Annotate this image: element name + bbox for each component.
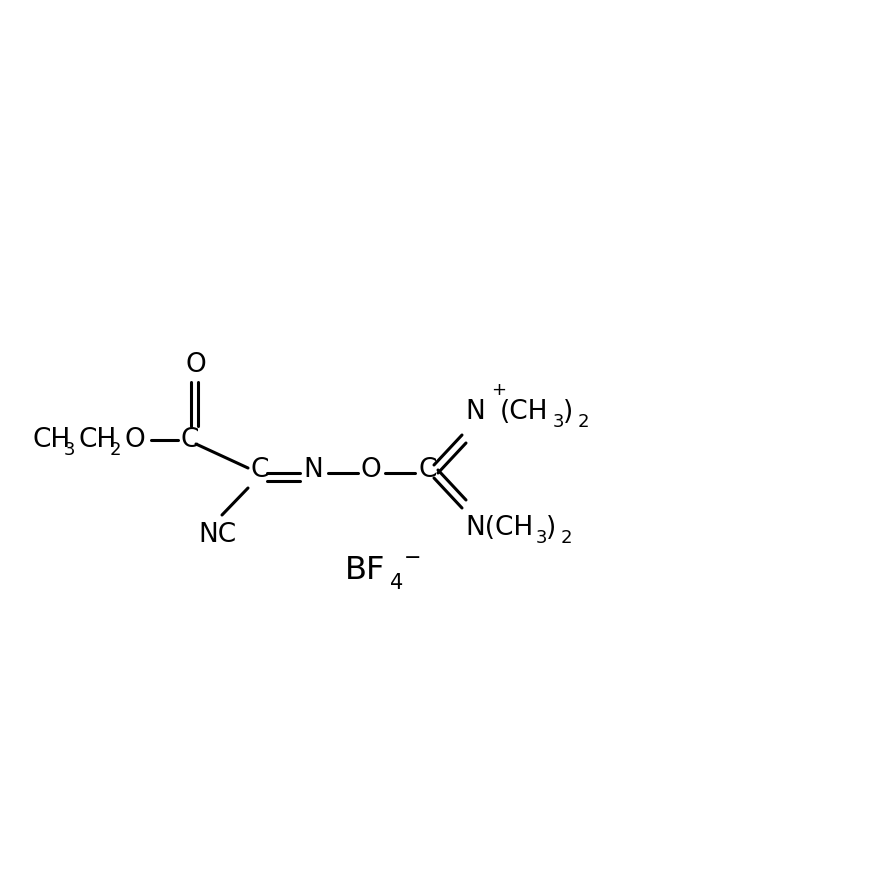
Text: CH: CH [78, 427, 117, 453]
Text: 4: 4 [390, 573, 403, 593]
Text: 3: 3 [64, 441, 76, 459]
Text: N(CH: N(CH [465, 515, 533, 541]
Text: NC: NC [198, 522, 236, 548]
Text: +: + [491, 381, 506, 399]
Text: 2: 2 [110, 441, 122, 459]
Text: ): ) [563, 399, 573, 425]
Text: 2: 2 [578, 413, 589, 431]
Text: −: − [404, 548, 422, 568]
Text: O: O [124, 427, 145, 453]
Text: BF: BF [345, 554, 385, 586]
Text: C: C [418, 457, 436, 483]
Text: 3: 3 [536, 529, 547, 547]
Text: N: N [465, 399, 485, 425]
Text: CH: CH [32, 427, 70, 453]
Text: C: C [250, 457, 269, 483]
Text: 2: 2 [561, 529, 572, 547]
Text: 3: 3 [553, 413, 564, 431]
Text: ): ) [546, 515, 556, 541]
Text: O: O [361, 457, 382, 483]
Text: (CH: (CH [500, 399, 548, 425]
Text: C: C [180, 427, 198, 453]
Text: N: N [303, 457, 323, 483]
Text: O: O [186, 352, 206, 378]
